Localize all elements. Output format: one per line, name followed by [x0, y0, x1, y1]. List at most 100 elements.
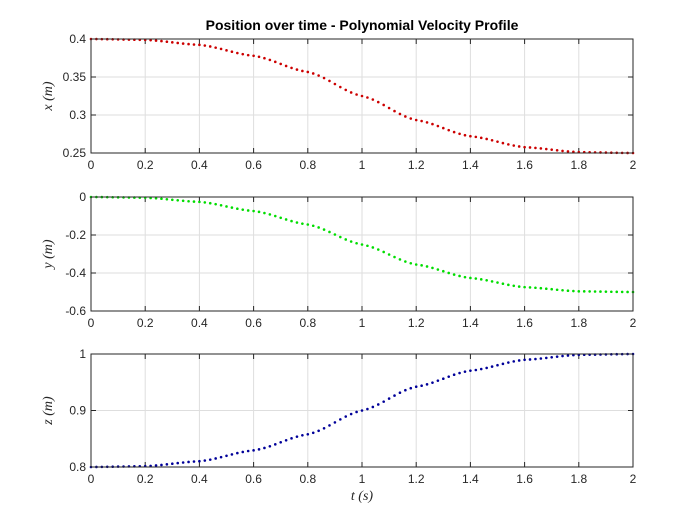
subplot-x: 0 0.2 0.4 0.6 0.8 1 1.2 1.4 1.6 1.8 2 0.25 0.3 0.35 0.…	[41, 32, 637, 172]
data-point	[442, 126, 445, 130]
data-point	[317, 226, 320, 229]
y-tick-label: 0.9	[69, 404, 86, 418]
data-point	[479, 367, 483, 371]
data-point	[219, 203, 223, 207]
data-point	[333, 82, 337, 86]
data-point	[371, 246, 375, 249]
data-point	[306, 223, 310, 226]
data-point	[490, 365, 494, 368]
data-point	[582, 290, 586, 293]
data-point	[404, 388, 407, 392]
data-point	[463, 133, 467, 137]
axes-frame	[90, 353, 634, 468]
data-point	[561, 288, 564, 292]
y-tick-label: 1	[79, 347, 86, 361]
data-point	[610, 290, 613, 294]
y-tick-label: -0.2	[65, 228, 86, 242]
data-point	[420, 119, 423, 123]
data-point	[463, 275, 467, 279]
data-point	[371, 98, 375, 101]
data-point	[550, 148, 553, 151]
data-point	[452, 273, 456, 276]
data-point	[414, 118, 418, 122]
data-point	[160, 463, 163, 467]
x-tick-label: 0.6	[245, 158, 262, 172]
x-tick-label: 1.2	[408, 316, 425, 330]
data-point	[371, 405, 375, 409]
data-point	[263, 56, 266, 60]
data-point	[469, 369, 472, 372]
x-tick-label: 0	[88, 158, 95, 172]
data-point	[198, 43, 201, 47]
data-point	[241, 450, 245, 454]
x-tick-label: 0.4	[191, 316, 208, 330]
data-point	[295, 435, 299, 438]
data-point	[257, 210, 261, 214]
y-tick-label: 0.4	[69, 32, 86, 46]
data-point	[436, 124, 440, 128]
data-point	[268, 213, 272, 216]
data-point	[198, 200, 201, 204]
data-point	[203, 44, 207, 47]
data-point	[230, 206, 234, 209]
data-point	[376, 100, 380, 104]
data-point	[203, 459, 207, 462]
data-point	[279, 62, 283, 66]
data-point	[154, 197, 158, 200]
data-point	[165, 197, 169, 201]
data-point	[561, 354, 564, 358]
data-point	[409, 117, 413, 120]
data-point	[208, 458, 212, 461]
data-point	[355, 241, 358, 245]
y-axis-label: y (m)	[41, 239, 56, 270]
data-point	[154, 39, 158, 42]
data-point	[176, 41, 180, 45]
data-point	[425, 265, 429, 268]
data-point	[550, 355, 553, 359]
data-point	[176, 461, 180, 465]
data-point	[214, 457, 217, 460]
data-point	[528, 146, 532, 149]
data-point	[398, 258, 402, 261]
x-tick-label: 1.6	[516, 158, 533, 172]
data-point	[366, 407, 369, 411]
data-point	[333, 233, 337, 236]
data-point	[181, 461, 185, 464]
data-point	[246, 449, 250, 453]
data-point	[268, 58, 272, 62]
data-point	[431, 381, 434, 384]
data-point	[349, 412, 353, 416]
axes-frame	[90, 38, 634, 154]
data-point	[225, 205, 228, 208]
data-point	[490, 280, 494, 283]
data-point	[447, 128, 451, 132]
data-point	[458, 371, 461, 375]
data-point	[219, 47, 223, 51]
data-point	[284, 64, 288, 68]
data-point	[241, 52, 245, 56]
data-point	[230, 453, 234, 456]
data-point	[409, 386, 413, 390]
data-point	[322, 76, 326, 80]
data-point	[485, 278, 488, 282]
data-point	[301, 222, 304, 225]
data-point	[192, 200, 196, 203]
data-point	[279, 216, 283, 220]
subplot-z: 0 0.2 0.4 0.6 0.8 1 1.2 1.4 1.6 1.8 2 0.8 0.9 1 z (m)	[41, 347, 637, 486]
data-point	[452, 130, 456, 134]
data-point	[284, 438, 288, 442]
data-point	[404, 115, 407, 118]
data-point	[420, 384, 423, 388]
data-point	[290, 437, 293, 440]
data-point	[555, 355, 559, 358]
data-point	[273, 214, 277, 218]
data-point	[165, 40, 169, 44]
x-tick-label: 0.2	[137, 158, 154, 172]
data-point	[501, 282, 505, 286]
data-point	[447, 271, 451, 275]
data-point	[463, 370, 467, 373]
data-point	[295, 68, 299, 71]
data-point	[349, 240, 353, 243]
data-point	[376, 403, 380, 406]
